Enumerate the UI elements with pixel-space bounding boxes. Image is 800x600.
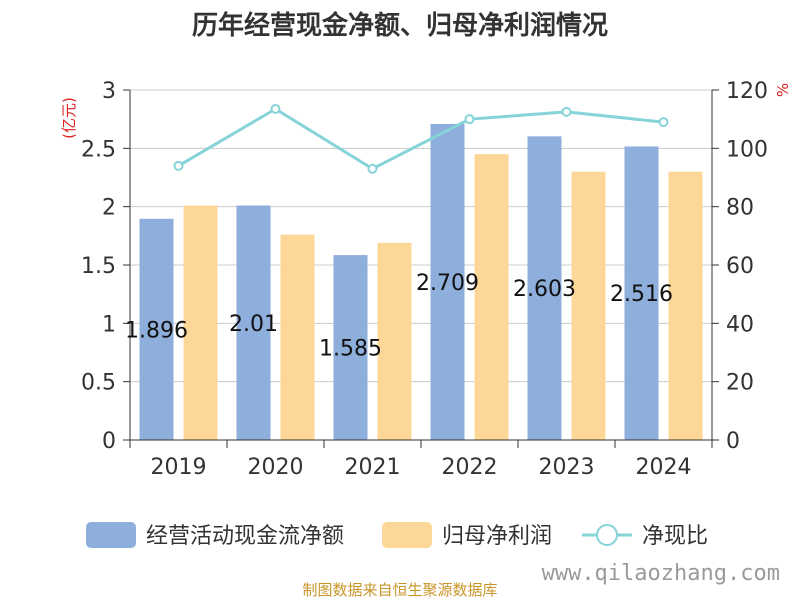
cashflow-data-label: 2.516: [610, 282, 673, 307]
right-axis-unit: %: [774, 83, 792, 97]
cashflow-bar: [236, 205, 271, 440]
x-tick-label: 2019: [151, 455, 207, 480]
ratio-point: [658, 117, 669, 128]
net-profit-bar: [668, 171, 703, 440]
legend-swatch-net-profit: [382, 522, 432, 548]
chart-title: 历年经营现金净额、归母净利润情况: [192, 10, 608, 41]
cashflow-bar: [527, 136, 562, 441]
left-tick-label: 3: [102, 79, 116, 104]
left-tick-label: 1: [102, 312, 116, 337]
legend-swatch-cashflow: [86, 522, 136, 548]
x-tick-label: 2022: [442, 455, 498, 480]
bars: [139, 123, 703, 441]
ratio-point: [270, 103, 281, 114]
data-labels: 1.896 2.01 1.585 2.709 2.603 2.516: [125, 271, 673, 362]
ratio-point: [173, 160, 184, 171]
right-tick-label: 20: [726, 371, 754, 396]
left-tick-label: 1.5: [81, 254, 116, 279]
x-tick-label: 2023: [539, 455, 595, 480]
net-profit-bar: [183, 205, 218, 440]
cashflow-bar: [139, 218, 174, 440]
net-profit-bar: [377, 242, 412, 440]
cashflow-data-label: 1.585: [319, 337, 382, 362]
right-tick-label: 100: [726, 137, 768, 162]
x-tick-label: 2021: [345, 455, 401, 480]
legend-label-net-profit: 归母净利润: [442, 524, 552, 549]
legend-label-ratio: 净现比: [642, 524, 708, 549]
net-profit-bar: [571, 171, 606, 440]
cashflow-bar: [333, 255, 368, 440]
watermark: www.qilaozhang.com: [542, 561, 780, 586]
left-tick-label: 0: [102, 429, 116, 454]
source-note: 制图数据来自恒生聚源数据库: [302, 581, 497, 599]
right-tick-label: 0: [726, 429, 740, 454]
axes: 0 0.5 1 1.5 2 2.5 3 0 20 40 60 80 100 120 2019 2020 2021…: [81, 79, 768, 480]
right-tick-label: 80: [726, 196, 754, 221]
net-profit-bar: [474, 154, 509, 440]
cashflow-data-label: 1.896: [125, 318, 188, 343]
right-tick-label: 120: [726, 79, 768, 104]
legend: 经营活动现金流净额 归母净利润 净现比: [86, 522, 708, 549]
left-tick-label: 0.5: [81, 371, 116, 396]
left-tick-label: 2: [102, 196, 116, 221]
right-tick-label: 60: [726, 254, 754, 279]
ratio-point: [561, 106, 572, 117]
x-tick-label: 2020: [248, 455, 304, 480]
ratio-point: [367, 163, 378, 174]
legend-label-cashflow: 经营活动现金流净额: [146, 524, 344, 549]
ratio-point: [464, 114, 475, 125]
cashflow-data-label: 2.01: [229, 312, 278, 337]
gridlines: [130, 89, 712, 383]
x-tick-label: 2024: [636, 455, 692, 480]
cashflow-data-label: 2.603: [513, 277, 576, 302]
cashflow-bar: [624, 146, 659, 440]
net-profit-bar: [280, 234, 315, 440]
left-tick-label: 2.5: [81, 137, 116, 162]
legend-swatch-ratio-point: [596, 524, 618, 546]
ratio-line-path: [177, 107, 664, 171]
right-tick-label: 40: [726, 312, 754, 337]
ratio-line: [173, 103, 669, 174]
left-axis-unit: (亿元): [60, 97, 78, 139]
cashflow-bar: [430, 123, 465, 440]
cashflow-data-label: 2.709: [416, 271, 479, 296]
